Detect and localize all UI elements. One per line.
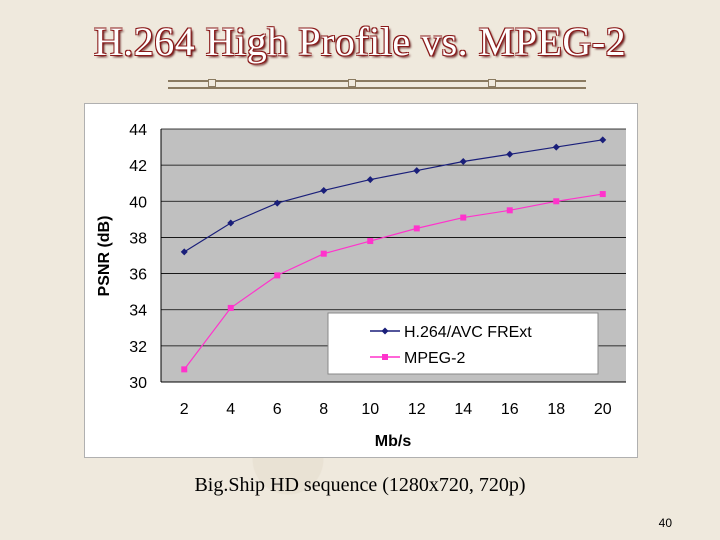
data-point xyxy=(460,214,467,221)
series-line-1 xyxy=(183,139,603,253)
data-point xyxy=(227,219,235,227)
divider-knot xyxy=(488,79,496,87)
title-divider xyxy=(168,79,586,89)
y-tick-label: 40 xyxy=(129,194,147,211)
data-point xyxy=(273,199,281,207)
x-tick-label: 14 xyxy=(454,401,472,418)
data-point xyxy=(274,272,281,279)
data-point xyxy=(506,150,514,158)
y-tick-label: 30 xyxy=(129,375,147,392)
x-axis-label: Mb/s xyxy=(375,433,412,450)
data-point xyxy=(553,198,560,205)
legend-marker xyxy=(381,327,389,335)
x-tick-label: 16 xyxy=(501,401,519,418)
data-point xyxy=(366,176,374,184)
data-point xyxy=(367,238,374,245)
data-point xyxy=(459,158,467,166)
legend-label: H.264/AVC FRExt xyxy=(404,324,532,341)
data-point xyxy=(599,136,607,144)
data-point xyxy=(180,248,188,256)
chart-container: 30 32 34 36 38 40 42 44 2 4 6 8 10 12 14 16 18 20 Mb/s P… xyxy=(84,103,638,458)
legend-label: MPEG-2 xyxy=(404,350,465,367)
x-tick-label: 8 xyxy=(319,401,328,418)
y-axis-label: PSNR (dB) xyxy=(96,216,113,297)
x-tick-label: 12 xyxy=(408,401,426,418)
chart-legend: H.264/AVC FRExt MPEG-2 xyxy=(327,312,599,375)
divider-knot xyxy=(348,79,356,87)
x-tick-label: 6 xyxy=(273,401,282,418)
data-point xyxy=(227,304,234,311)
x-tick-label: 2 xyxy=(180,401,189,418)
data-point xyxy=(320,250,327,257)
page-number: 40 xyxy=(658,516,672,530)
data-point xyxy=(552,143,560,151)
legend-box xyxy=(327,312,599,375)
y-tick-label: 34 xyxy=(129,303,147,320)
x-tick-label: 20 xyxy=(594,401,612,418)
data-point xyxy=(320,186,328,194)
series-line-2 xyxy=(183,193,603,370)
y-tick-label: 32 xyxy=(129,339,147,356)
data-point xyxy=(506,207,513,214)
x-tick-label: 4 xyxy=(226,401,235,418)
y-tick-label: 44 xyxy=(129,122,147,139)
slide-caption: Big.Ship HD sequence (1280x720, 720p) xyxy=(194,474,526,496)
y-tick-label: 36 xyxy=(129,267,147,284)
x-tick-label: 10 xyxy=(361,401,379,418)
psnr-chart: 30 32 34 36 38 40 42 44 2 4 6 8 10 12 14 16 18 20 Mb/s P… xyxy=(96,122,626,450)
y-tick-label: 38 xyxy=(129,230,147,247)
y-tick-label: 42 xyxy=(129,158,147,175)
divider-knot xyxy=(208,79,216,87)
data-point xyxy=(413,167,421,175)
legend-marker xyxy=(382,354,388,360)
data-point xyxy=(599,191,606,198)
slide-title: H.264 High Profile vs. MPEG-2 xyxy=(93,19,627,64)
x-tick-label: 18 xyxy=(547,401,565,418)
data-point xyxy=(413,225,420,232)
data-point xyxy=(181,366,188,373)
